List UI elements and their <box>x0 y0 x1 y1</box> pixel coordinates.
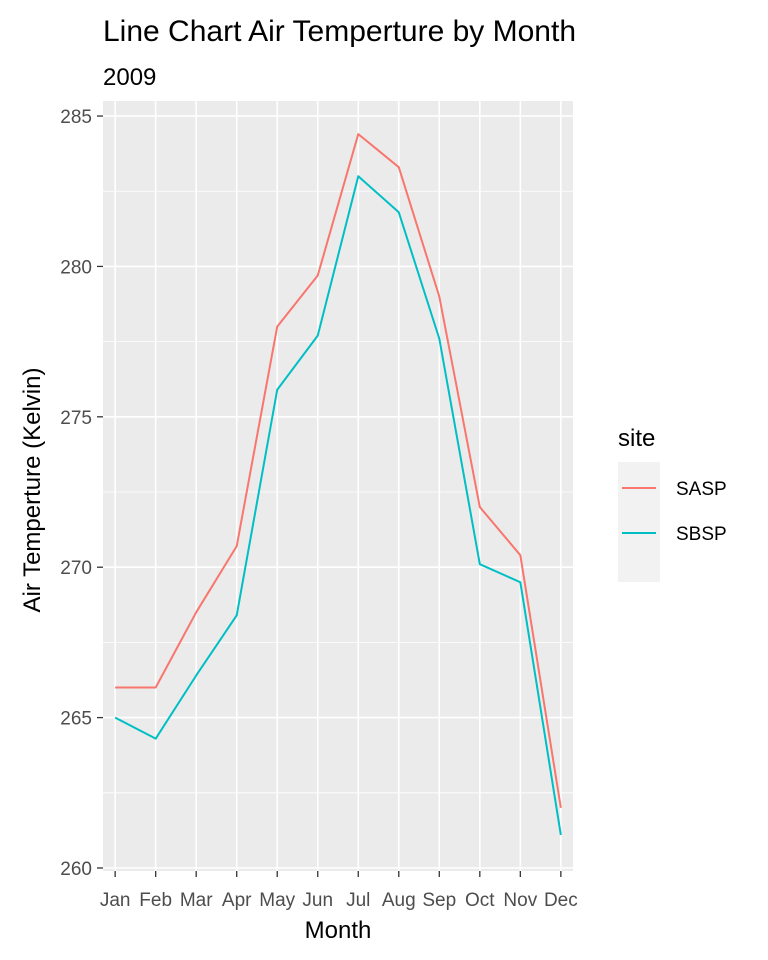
x-tick-label: Nov <box>503 890 537 911</box>
plot-panel <box>103 101 573 871</box>
x-axis: Jan Feb Mar Apr May Jun Jul Aug Sep Oct Nov Dec <box>100 871 578 911</box>
legend: site SASP SBSP <box>618 425 727 582</box>
y-tick-label: 275 <box>60 408 92 429</box>
series-line-sasp <box>115 133 562 808</box>
x-tick-label: Jul <box>346 890 370 911</box>
x-tick-label: Sep <box>422 890 456 911</box>
x-tick-label: Oct <box>465 890 495 911</box>
legend-label-sbsp: SBSP <box>676 524 727 545</box>
series-line-sbsp <box>114 175 562 836</box>
x-tick-label: Jan <box>100 890 131 911</box>
x-tick-label: Jun <box>302 890 333 911</box>
y-tick-label: 265 <box>60 709 92 730</box>
legend-label-sasp: SASP <box>676 479 727 500</box>
chart-title: Line Chart Air Temperture by Month <box>103 15 576 48</box>
y-tick-label: 280 <box>60 257 92 278</box>
y-tick-label: 260 <box>60 859 92 880</box>
x-tick-label: May <box>259 890 295 911</box>
x-tick-label: Mar <box>180 890 213 911</box>
x-tick-label: Feb <box>139 890 172 911</box>
y-tick-label: 285 <box>60 107 92 128</box>
chart-subtitle: 2009 <box>103 64 156 91</box>
y-axis-title: Air Temperture (Kelvin) <box>19 368 46 613</box>
x-axis-title: Month <box>305 917 372 944</box>
x-tick-label: Apr <box>222 890 252 911</box>
legend-keys-background <box>618 462 660 582</box>
x-tick-label: Dec <box>544 890 578 911</box>
y-tick-label: 270 <box>60 558 92 579</box>
series-lines <box>114 133 562 836</box>
grid <box>103 101 573 871</box>
legend-title: site <box>618 425 655 452</box>
x-tick-label: Aug <box>382 890 416 911</box>
y-axis: 260 265 270 275 280 285 <box>60 107 103 880</box>
